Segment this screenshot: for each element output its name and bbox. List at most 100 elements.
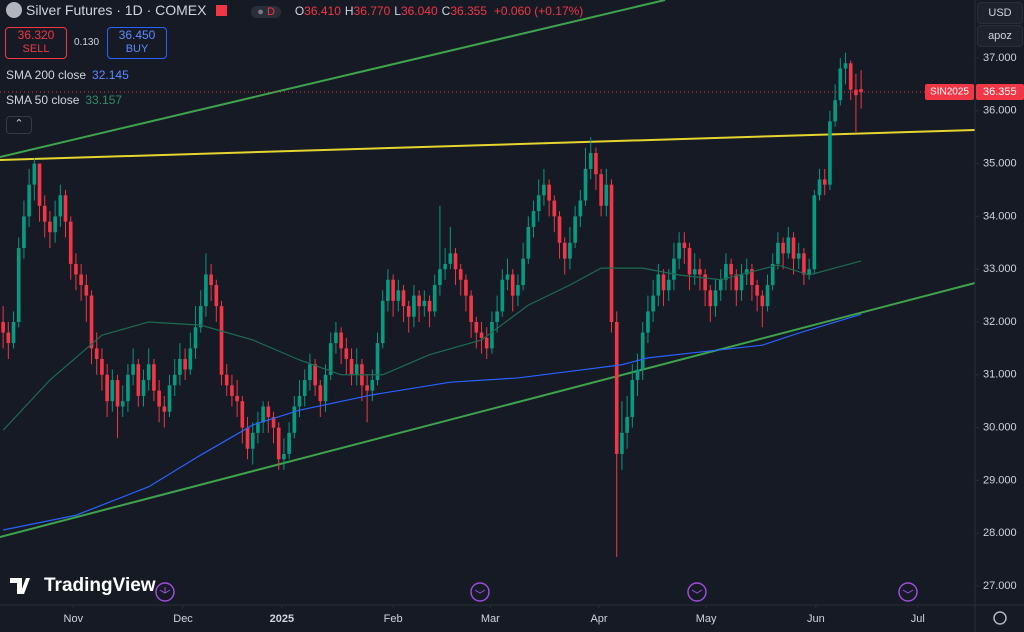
candle-body (698, 269, 702, 275)
ohlc-label: H (344, 4, 354, 18)
buy-label: BUY (125, 43, 149, 55)
plot-area (0, 52, 975, 557)
ohlc: O36.410 H36.770 L36.040 C36.355 (295, 4, 487, 18)
candle-body (131, 364, 135, 375)
candle-body (536, 195, 541, 212)
legend-item: SMA 200 close 32.145 (6, 68, 129, 82)
sell-button[interactable]: 36.320 SELL (5, 27, 67, 59)
buy-button[interactable]: 36.450 BUY (107, 27, 167, 59)
candle-body (521, 258, 525, 286)
candle-body (848, 63, 853, 90)
candle-body (365, 385, 369, 391)
candle-body (739, 274, 744, 291)
candle-body (453, 253, 458, 270)
candle-body (661, 274, 666, 291)
candle-body (297, 395, 302, 407)
candle-body (354, 364, 359, 375)
candle-body (578, 200, 583, 217)
candle-body (510, 274, 515, 296)
candle-body (349, 358, 354, 375)
y-tick-label: 37.000 (983, 52, 1017, 64)
candle-body (266, 406, 271, 418)
candle-body (94, 348, 99, 359)
candle-body (339, 332, 343, 349)
candle-body (16, 248, 21, 322)
currency[interactable]: USD (977, 2, 1023, 24)
y-tick-label: 30.000 (983, 421, 1017, 433)
candle-body (672, 258, 676, 280)
candle-body (27, 184, 31, 217)
trend-line[interactable] (0, 282, 976, 538)
session-pill[interactable]: ● D (251, 6, 281, 18)
candle-body (791, 237, 796, 259)
candle-body (677, 242, 681, 259)
candle-body (193, 327, 198, 349)
candle-body (328, 343, 333, 375)
candle-body (6, 332, 11, 344)
candle-body (562, 242, 567, 259)
trend-line[interactable] (0, 0, 666, 158)
candle-body (583, 168, 588, 201)
candle-body (656, 274, 661, 296)
change: +0.060 (+0.17%) (493, 4, 584, 18)
candle-body (552, 200, 557, 217)
sma-line (3, 313, 862, 531)
candle-body (48, 221, 52, 233)
candle-body (183, 358, 187, 370)
candle-body (302, 380, 307, 396)
x-tick-label: Feb (384, 613, 403, 625)
scale-mode[interactable]: apoz (977, 25, 1023, 47)
brand-name: TradingView (44, 575, 156, 596)
candle-body (588, 153, 593, 169)
trend-line[interactable] (0, 129, 976, 161)
candle-body (781, 242, 785, 254)
ohlc-label: L (394, 4, 401, 18)
y-tick-label: 36.000 (983, 105, 1017, 117)
candle-body (765, 285, 770, 307)
symbol-bar: Silver Futures · 1D · COMEX ● D O36.410 H… (6, 2, 583, 18)
candle-body (261, 406, 265, 423)
sell-price: 36.320 (17, 28, 55, 42)
symbol-title[interactable]: Silver Futures · 1D · COMEX (26, 2, 207, 18)
candle-body (136, 364, 141, 396)
candle-body (271, 417, 276, 428)
x-tick-label: Jul (911, 613, 925, 625)
candle-body (167, 385, 172, 412)
candle-body (110, 380, 115, 402)
ohlc-value: 36.770 (353, 4, 391, 18)
sell-label: SELL (22, 43, 50, 55)
settings-icon[interactable] (993, 611, 1007, 625)
candle-body (146, 364, 151, 381)
legend-name: SMA 50 close (6, 93, 80, 107)
y-tick-label: 32.000 (983, 316, 1017, 328)
y-tick-label: 34.000 (983, 210, 1017, 222)
collapse-button[interactable]: ⌃ (6, 116, 32, 134)
x-tick-label: 2025 (270, 613, 294, 625)
candle-body (666, 279, 671, 291)
candle-body (500, 279, 505, 312)
y-tick-label: 35.000 (983, 157, 1017, 169)
candle-body (828, 121, 832, 185)
candle-body (209, 274, 213, 286)
candle-body (807, 269, 811, 275)
candle-body (729, 263, 733, 275)
event-icons[interactable] (155, 582, 918, 602)
y-tick-label: 33.000 (983, 263, 1017, 275)
candle-body (115, 380, 120, 407)
candle-body (11, 321, 16, 344)
candle-body (448, 253, 453, 264)
candle-body (432, 285, 437, 312)
candle-body (58, 195, 63, 217)
candle-body (568, 242, 572, 259)
candle-body (484, 337, 489, 349)
candle-body (479, 332, 484, 338)
candle-body (796, 253, 801, 259)
candle-body (594, 153, 598, 175)
candle-body (724, 263, 728, 280)
candle-body (542, 184, 546, 196)
candle-body (282, 453, 286, 460)
candle-body (256, 422, 260, 433)
session: D (266, 6, 275, 18)
x-tick-label: Apr (590, 613, 607, 625)
candle-body (516, 285, 520, 296)
